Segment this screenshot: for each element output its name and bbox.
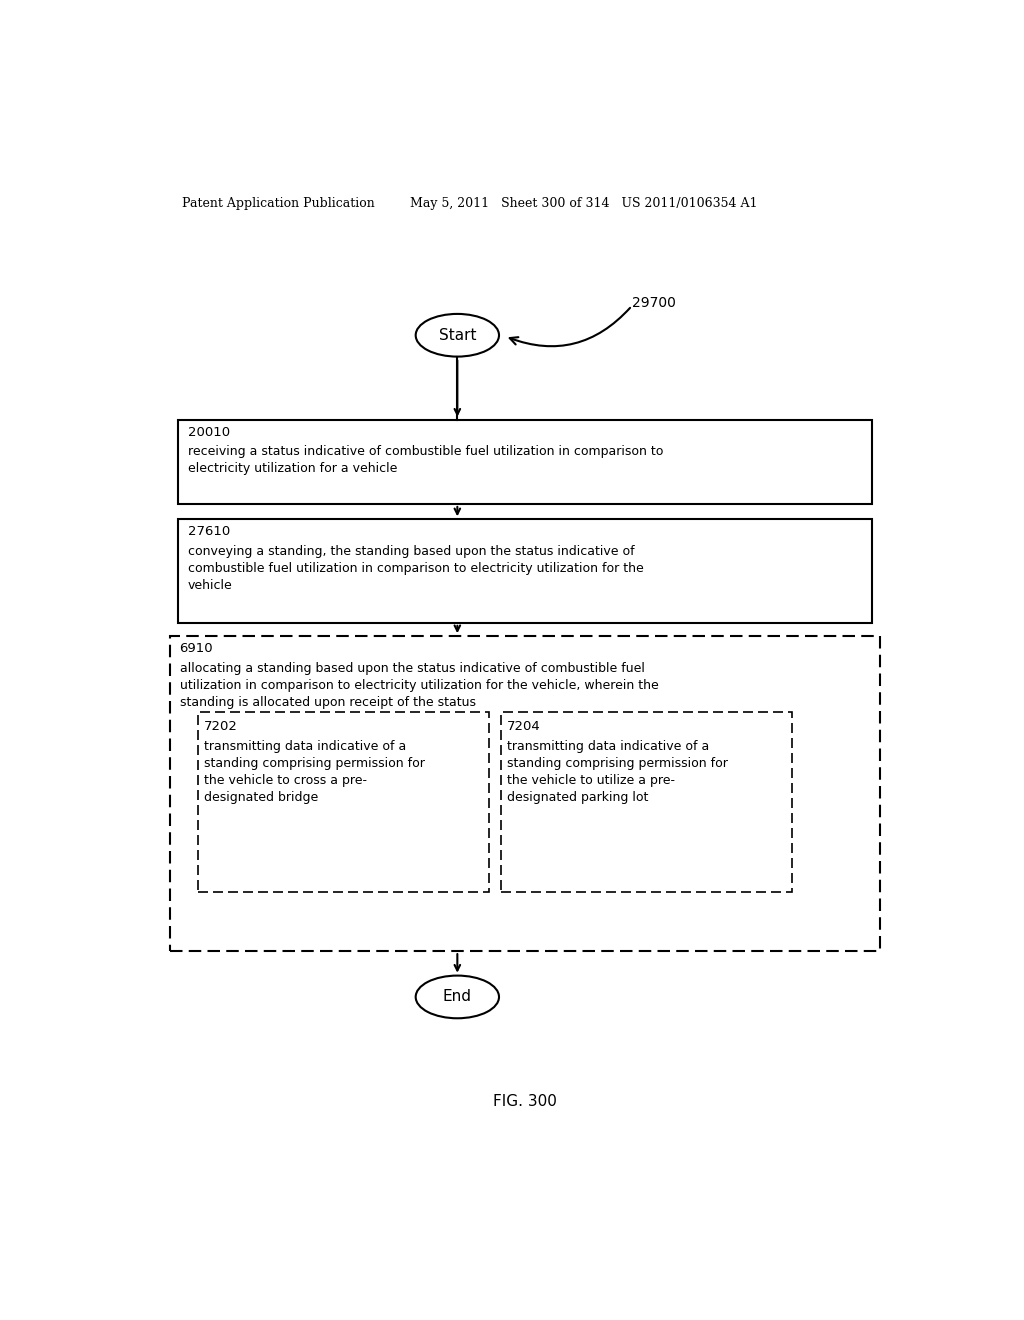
Text: 7202: 7202 (204, 721, 238, 734)
Text: transmitting data indicative of a
standing comprising permission for
the vehicle: transmitting data indicative of a standi… (507, 739, 728, 804)
Bar (198, 713, 489, 892)
Text: 20010: 20010 (187, 426, 229, 438)
FancyArrowPatch shape (510, 308, 630, 346)
Text: FIG. 300: FIG. 300 (493, 1094, 557, 1109)
Text: 27610: 27610 (187, 525, 229, 539)
Text: 7204: 7204 (507, 721, 541, 734)
Text: allocating a standing based upon the status indicative of combustible fuel
utili: allocating a standing based upon the sta… (179, 661, 658, 709)
Text: receiving a status indicative of combustible fuel utilization in comparison to
e: receiving a status indicative of combust… (187, 445, 663, 475)
Bar (170, 636, 880, 952)
Text: Patent Application Publication: Patent Application Publication (182, 197, 375, 210)
Text: conveying a standing, the standing based upon the status indicative of
combustib: conveying a standing, the standing based… (187, 545, 643, 591)
Bar (178, 420, 871, 504)
Bar (178, 519, 871, 623)
Text: End: End (442, 990, 472, 1005)
Text: transmitting data indicative of a
standing comprising permission for
the vehicle: transmitting data indicative of a standi… (204, 739, 425, 804)
Text: Start: Start (438, 327, 476, 343)
Text: May 5, 2011   Sheet 300 of 314   US 2011/0106354 A1: May 5, 2011 Sheet 300 of 314 US 2011/010… (410, 197, 757, 210)
Text: 29700: 29700 (632, 296, 676, 310)
Text: 6910: 6910 (179, 643, 213, 655)
Bar (501, 713, 793, 892)
